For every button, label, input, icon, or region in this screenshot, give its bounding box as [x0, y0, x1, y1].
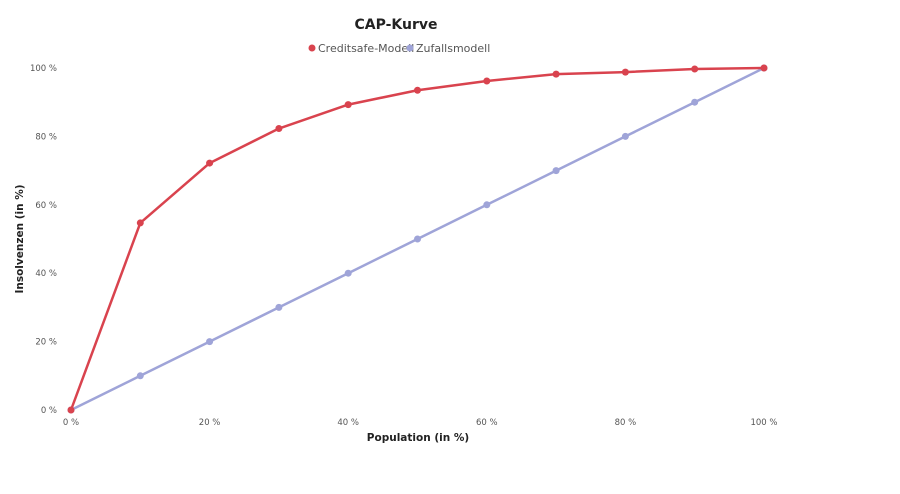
y-tick-label: 80 % — [35, 132, 57, 142]
x-tick-label: 40 % — [337, 418, 359, 428]
legend: Creditsafe-Modell Zufallsmodell — [308, 42, 490, 55]
data-point — [206, 338, 214, 346]
data-point — [621, 132, 629, 140]
data-point — [691, 98, 699, 106]
y-tick-label: 100 % — [30, 64, 57, 74]
legend-marker-1 — [406, 44, 414, 52]
x-tick-label: 80 % — [615, 418, 637, 428]
x-tick-label: 60 % — [476, 418, 498, 428]
legend-label-1: Zufallsmodell — [416, 42, 490, 55]
y-tick-label: 60 % — [35, 201, 57, 211]
chart-title: CAP-Kurve — [354, 17, 437, 33]
y-axis-label: Insolvenzen (in %) — [14, 184, 26, 293]
data-point — [67, 406, 75, 414]
x-tick-label: 20 % — [199, 418, 221, 428]
data-point — [414, 86, 421, 94]
data-point — [414, 235, 421, 243]
x-axis-label: Population (in %) — [367, 432, 469, 444]
data-point — [760, 64, 768, 72]
data-point — [483, 77, 491, 85]
data-point — [344, 101, 352, 109]
data-point — [483, 201, 491, 209]
data-point — [691, 65, 699, 73]
data-point — [552, 167, 560, 175]
data-point — [206, 159, 214, 167]
data-point — [552, 70, 560, 78]
y-tick-label: 20 % — [35, 338, 57, 348]
data-point — [344, 269, 352, 277]
data-point — [136, 372, 144, 380]
legend-marker-0 — [308, 44, 316, 52]
data-point — [275, 125, 283, 133]
data-point — [275, 303, 283, 311]
x-tick-label: 0 % — [63, 418, 79, 428]
data-point — [621, 68, 629, 76]
y-tick-label: 40 % — [35, 269, 57, 279]
y-tick-label: 0 % — [41, 406, 57, 416]
legend-label-0: Creditsafe-Modell — [318, 42, 414, 55]
x-tick-label: 100 % — [750, 418, 777, 428]
data-point — [136, 219, 144, 227]
